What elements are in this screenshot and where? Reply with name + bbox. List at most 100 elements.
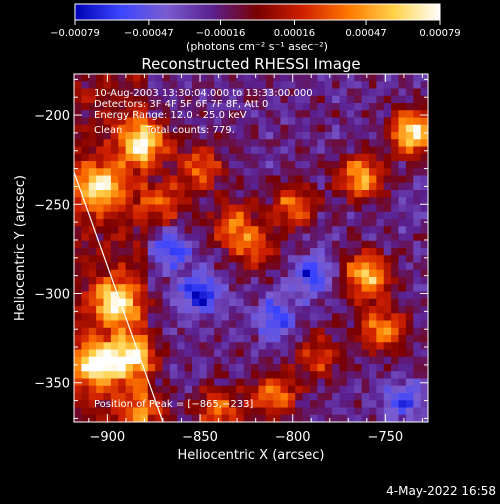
heatmap-cell xyxy=(162,226,171,235)
heatmap-cell xyxy=(310,349,318,358)
heatmap-cell xyxy=(214,81,223,90)
heatmap-cell xyxy=(324,407,333,416)
heatmap-cell xyxy=(118,153,127,162)
heatmap-cell xyxy=(383,117,392,126)
heatmap-cell xyxy=(103,95,112,104)
heatmap-cell xyxy=(391,248,400,256)
heatmap-cell xyxy=(243,335,252,343)
heatmap-cell xyxy=(369,182,377,191)
heatmap-cell xyxy=(184,407,193,416)
heatmap-cell xyxy=(251,153,259,162)
heatmap-cell xyxy=(147,371,156,380)
heatmap-cell xyxy=(413,117,422,126)
heatmap-cell xyxy=(405,81,414,90)
heatmap-cell xyxy=(413,139,422,148)
heatmap-cell xyxy=(243,74,252,82)
heatmap-cell xyxy=(295,414,304,422)
heatmap-cell xyxy=(251,168,259,177)
heatmap-cell xyxy=(147,414,156,422)
heatmap-cell xyxy=(184,248,193,256)
heatmap-cell xyxy=(369,262,377,271)
heatmap-cell xyxy=(88,88,97,97)
heatmap-cell xyxy=(376,277,385,285)
heatmap-cell xyxy=(413,248,422,256)
heatmap-cell xyxy=(96,393,105,401)
heatmap-cell xyxy=(287,110,296,119)
heatmap-cell xyxy=(221,284,230,293)
heatmap-cell xyxy=(110,371,119,380)
heatmap-cell xyxy=(280,219,289,227)
heatmap-cell xyxy=(398,291,407,300)
x-axis-ticks: −900 −850 −800 −750 xyxy=(88,74,423,445)
heatmap-cell xyxy=(391,81,400,90)
heatmap-cell xyxy=(376,342,385,351)
heatmap-cell xyxy=(243,240,252,249)
heatmap-cell xyxy=(413,95,422,104)
heatmap-cell xyxy=(96,327,105,336)
heatmap-cell xyxy=(324,349,333,358)
heatmap-cell xyxy=(251,110,259,119)
heatmap-cell xyxy=(287,414,296,422)
heatmap-cell xyxy=(369,400,377,409)
heatmap-cell xyxy=(398,132,407,140)
heatmap-cell xyxy=(110,146,119,155)
heatmap-cell xyxy=(361,74,370,82)
heatmap-cell xyxy=(221,349,230,358)
heatmap-cell xyxy=(103,204,112,213)
heatmap-cell xyxy=(398,342,407,351)
heatmap-cell xyxy=(110,139,119,148)
heatmap-cell xyxy=(420,197,428,206)
heatmap-cell xyxy=(140,364,149,372)
heatmap-cell xyxy=(228,284,237,293)
heatmap-cell xyxy=(147,298,156,307)
heatmap-cell xyxy=(287,335,296,343)
heatmap-cell xyxy=(354,255,363,264)
heatmap-cell xyxy=(228,175,237,184)
heatmap-cell xyxy=(228,110,237,119)
heatmap-cell xyxy=(147,306,156,314)
heatmap-cell xyxy=(280,74,289,82)
heatmap-cell xyxy=(302,211,311,220)
heatmap-cell xyxy=(236,240,245,249)
heatmap-cell xyxy=(295,168,304,177)
heatmap-cell xyxy=(258,378,267,387)
heatmap-cell xyxy=(169,262,178,271)
heatmap-cell xyxy=(317,262,326,271)
heatmap-cell xyxy=(199,298,208,307)
heatmap-cell xyxy=(192,320,200,329)
heatmap-cell xyxy=(324,313,333,322)
heatmap-cell xyxy=(96,168,105,177)
heatmap-cell xyxy=(243,356,252,365)
heatmap-cell xyxy=(236,146,245,155)
heatmap-cell xyxy=(273,407,282,416)
heatmap-cell xyxy=(214,110,223,119)
heatmap-cell xyxy=(258,313,267,322)
heatmap-cell xyxy=(391,414,400,422)
heatmap-cell xyxy=(184,364,193,372)
heatmap-cell xyxy=(317,88,326,97)
heatmap-cell xyxy=(310,364,318,372)
heatmap-cell xyxy=(317,342,326,351)
heatmap-cell xyxy=(361,88,370,97)
heatmap-cell xyxy=(398,182,407,191)
heatmap-cell xyxy=(420,190,428,198)
heatmap-cell xyxy=(243,414,252,422)
heatmap-cell xyxy=(199,226,208,235)
heatmap-cell xyxy=(383,277,392,285)
heatmap-cell xyxy=(383,161,392,169)
heatmap-cell xyxy=(118,240,127,249)
heatmap-cell xyxy=(302,95,311,104)
heatmap-cell xyxy=(265,255,274,264)
heatmap-cell xyxy=(346,117,355,126)
heatmap-cell xyxy=(96,74,105,82)
heatmap-cell xyxy=(103,88,112,97)
heatmap-cell xyxy=(324,356,333,365)
heatmap-cell xyxy=(155,153,164,162)
heatmap-cell xyxy=(287,371,296,380)
heatmap-cell xyxy=(184,313,193,322)
heatmap-cell xyxy=(369,313,377,322)
heatmap-cell xyxy=(110,74,119,82)
heatmap-cell xyxy=(324,175,333,184)
heatmap-cell xyxy=(118,190,127,198)
heatmap-cell xyxy=(214,240,223,249)
